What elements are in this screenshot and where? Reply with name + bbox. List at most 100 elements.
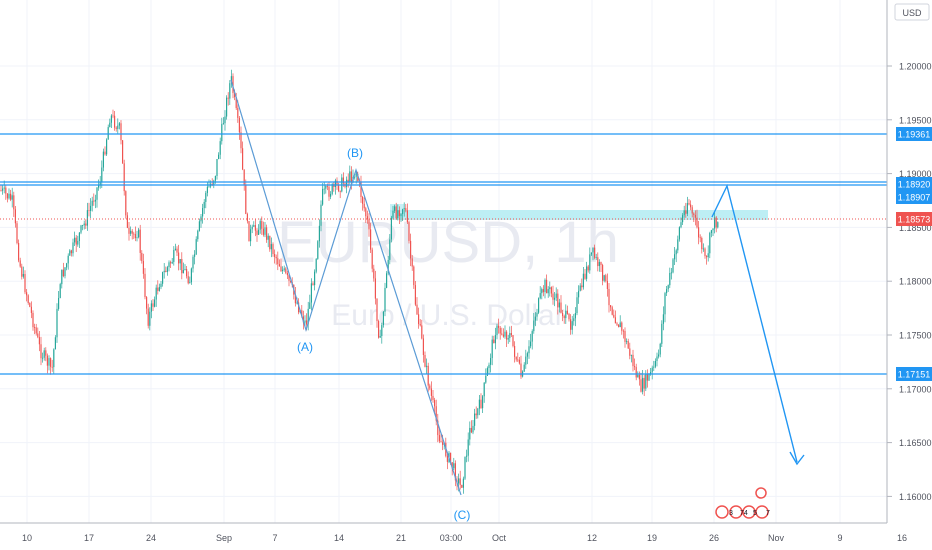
time-tick-label: 14: [334, 533, 344, 543]
candle-body: [621, 322, 623, 331]
candle-body: [301, 310, 303, 317]
candle-body: [178, 252, 180, 264]
candle-body: [490, 358, 492, 365]
candle-body: [683, 210, 685, 216]
candle-body: [370, 229, 372, 250]
candle-body: [246, 214, 248, 222]
last-price-flag[interactable]: [896, 212, 932, 226]
candle-body: [688, 203, 690, 205]
candle-body: [168, 262, 170, 268]
candle-body: [118, 123, 120, 126]
candle-body: [142, 261, 144, 274]
candle-body: [520, 363, 522, 377]
candle-body: [130, 230, 132, 234]
candle-body: [114, 115, 116, 128]
candle-body: [474, 413, 476, 426]
candle-body: [72, 242, 74, 254]
projection-path[interactable]: [711, 183, 798, 463]
candle-body: [277, 258, 279, 265]
resistance-zone[interactable]: [390, 210, 768, 220]
candle-body: [138, 229, 140, 238]
time-axis[interactable]: 10 17 24 Sep 7 14 21 03:00 Oct 12 19 26 Nov 9 16: [0, 522, 932, 550]
candle-body: [5, 187, 7, 194]
candle-body: [176, 248, 178, 253]
candle-body: [78, 232, 80, 241]
candle-body: [587, 266, 589, 271]
candle-body: [582, 273, 584, 288]
candle-body: [19, 260, 21, 267]
candle-body: [614, 317, 616, 324]
candle-body: [394, 206, 396, 211]
candle-body: [330, 193, 332, 197]
candle-body: [389, 239, 391, 260]
candle-body: [690, 204, 692, 208]
candle-body: [62, 269, 64, 277]
level-price-flag[interactable]: [896, 177, 932, 191]
candle-body: [24, 273, 26, 293]
currency-badge[interactable]: [894, 3, 930, 21]
level-price-flag[interactable]: [896, 367, 932, 381]
candle-body: [570, 319, 572, 330]
candle-body: [267, 235, 269, 240]
price-tick-label: 1.17000: [899, 384, 932, 394]
candle-body: [547, 289, 549, 294]
candle-body: [166, 267, 168, 272]
level-price-flag[interactable]: [896, 190, 932, 204]
candle-body: [426, 365, 428, 367]
candle-body: [147, 308, 149, 326]
candle-body: [680, 222, 682, 228]
candle-body: [558, 302, 560, 308]
candle-body: [392, 210, 394, 218]
candle-body: [597, 257, 599, 267]
candle-body: [355, 174, 357, 177]
candle-body: [280, 266, 282, 272]
candle-body: [507, 338, 509, 340]
candle-body: [461, 484, 463, 488]
candle-body: [174, 248, 176, 251]
candle-body: [632, 354, 634, 367]
candle-body: [613, 314, 615, 318]
candle-body: [390, 217, 392, 240]
candle-body: [88, 210, 90, 211]
candle-body: [467, 439, 469, 456]
candle-body: [312, 283, 314, 286]
candle-body: [427, 365, 429, 386]
candle-body: [709, 233, 711, 254]
candle-body: [706, 256, 708, 258]
candle-body: [338, 184, 340, 192]
candle-body: [106, 139, 108, 155]
candle-body: [546, 279, 548, 294]
candle-body: [40, 344, 42, 359]
candle-body: [648, 373, 650, 381]
candle-body: [187, 276, 189, 284]
candle-body: [3, 187, 5, 189]
price-axis[interactable]: USD 1.20000 1.19500 1.19000 1.18500 1.18000 1…: [886, 0, 932, 523]
candle-body: [646, 373, 648, 381]
candle-body: [603, 275, 605, 281]
candle-body: [378, 321, 380, 338]
abc-wave-line[interactable]: [230, 79, 462, 496]
candle-body: [446, 455, 448, 462]
candle-body: [411, 258, 413, 267]
candle-body: [504, 331, 506, 337]
candle-body: [373, 268, 375, 279]
event-badge-flag-icon: [742, 505, 756, 519]
candle-body: [366, 216, 368, 220]
candle-body: [629, 348, 631, 356]
candle-body: [154, 299, 156, 307]
currency-label: USD: [902, 8, 922, 18]
price-tick-label: 1.20000: [899, 62, 932, 72]
candle-body: [347, 179, 349, 183]
candle-body: [285, 268, 287, 273]
candle-body: [214, 175, 216, 181]
candle-body: [32, 312, 34, 328]
time-tick-label: Sep: [216, 533, 232, 543]
candle-body: [622, 330, 624, 332]
candle-body: [216, 158, 218, 176]
level-price-flag-label: 1.19361: [898, 130, 931, 140]
candle-body: [488, 364, 490, 369]
candle-body: [150, 303, 152, 312]
level-price-flag[interactable]: [896, 127, 932, 141]
event-badges[interactable]: 3 74 5 7: [715, 487, 770, 519]
